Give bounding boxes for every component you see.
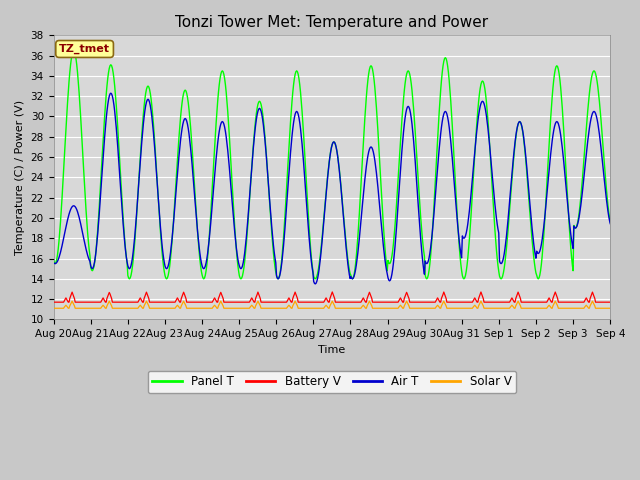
Battery V [117, 300, 125, 305]
Solar V [607, 305, 614, 311]
Air T [118, 201, 125, 206]
Solar V [174, 303, 182, 309]
Air T [107, 90, 115, 96]
Line: Air T: Air T [54, 93, 611, 284]
Battery V [401, 296, 408, 301]
Panel T [70, 48, 77, 53]
Line: Panel T: Panel T [54, 50, 611, 279]
Solar V [118, 305, 125, 311]
Legend: Panel T, Battery V, Air T, Solar V: Panel T, Battery V, Air T, Solar V [148, 371, 516, 393]
Air T [50, 260, 58, 265]
Panel T [175, 134, 183, 140]
Battery V [60, 300, 67, 305]
Air T [174, 162, 182, 168]
Battery V [50, 300, 58, 305]
Y-axis label: Temperature (C) / Power (V): Temperature (C) / Power (V) [15, 100, 25, 255]
Solar V [60, 305, 67, 311]
Panel T [401, 81, 409, 86]
Line: Battery V: Battery V [54, 292, 611, 302]
X-axis label: Time: Time [318, 345, 346, 355]
Battery V [173, 295, 181, 301]
Air T [60, 236, 67, 241]
Solar V [68, 298, 76, 304]
Title: Tonzi Tower Met: Temperature and Power: Tonzi Tower Met: Temperature and Power [175, 15, 488, 30]
Battery V [203, 300, 211, 305]
Panel T [60, 168, 67, 174]
Battery V [607, 300, 614, 305]
Solar V [401, 303, 408, 309]
Solar V [50, 305, 58, 311]
Text: TZ_tmet: TZ_tmet [59, 44, 110, 54]
Panel T [607, 219, 614, 225]
Air T [417, 244, 425, 250]
Air T [607, 221, 614, 227]
Air T [312, 281, 319, 287]
Solar V [417, 305, 424, 311]
Air T [401, 115, 409, 121]
Panel T [205, 245, 212, 251]
Battery V [328, 289, 336, 295]
Panel T [118, 192, 125, 197]
Air T [204, 251, 211, 256]
Panel T [50, 257, 58, 263]
Battery V [417, 300, 424, 305]
Panel T [125, 276, 133, 282]
Panel T [417, 223, 425, 229]
Solar V [204, 305, 211, 311]
Line: Solar V: Solar V [54, 301, 611, 308]
